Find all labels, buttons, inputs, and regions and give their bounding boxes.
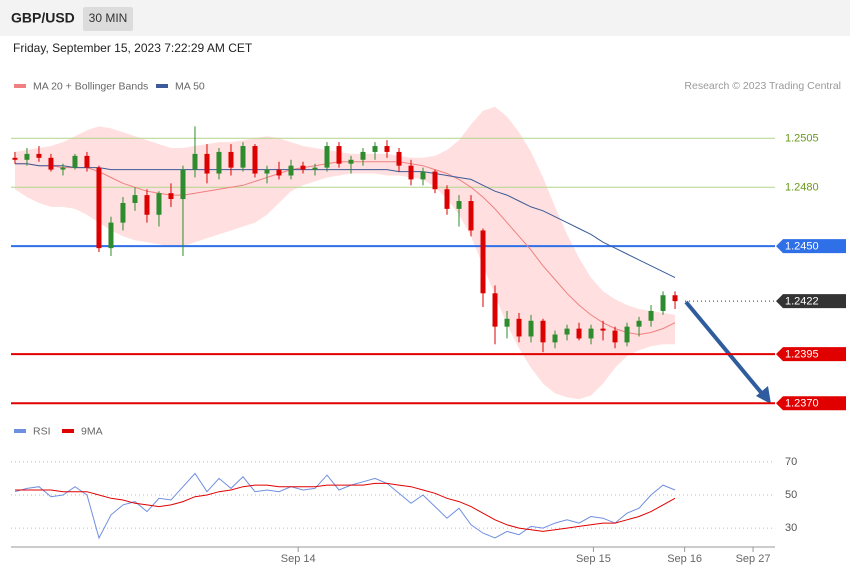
level-label: 1.2395 xyxy=(785,349,819,361)
candle-body xyxy=(24,153,30,160)
timeframe-box xyxy=(83,7,133,31)
candle-body xyxy=(84,155,90,168)
level-label: 1.2450 xyxy=(785,241,819,253)
candle-body xyxy=(144,195,150,215)
timeframe: 30 MIN xyxy=(89,11,128,25)
level-label-box xyxy=(776,347,846,362)
candle-body xyxy=(324,146,330,168)
legend-swatch xyxy=(62,429,74,433)
candle-body xyxy=(492,293,498,327)
candle-body xyxy=(180,169,186,200)
legend-swatch xyxy=(14,84,26,88)
legend-label: MA 50 xyxy=(175,80,205,92)
candle-body xyxy=(312,167,318,170)
bollinger-band xyxy=(15,106,675,400)
candle-body xyxy=(672,295,678,302)
candle-body xyxy=(348,159,354,164)
candle-body xyxy=(552,334,558,343)
x-tick-label: Sep 15 xyxy=(576,553,611,565)
candle-body xyxy=(396,151,402,166)
candle-body xyxy=(540,320,546,343)
candle-body xyxy=(444,189,450,209)
candle-body xyxy=(216,151,222,174)
level-label-box xyxy=(776,239,846,254)
candle-body xyxy=(612,330,618,343)
candle-body xyxy=(132,195,138,203)
legend-swatch xyxy=(14,429,26,433)
candle-body xyxy=(576,328,582,339)
level-label-box xyxy=(776,294,846,309)
y-tick-label: 30 xyxy=(785,522,797,534)
candle-body xyxy=(252,146,258,174)
candle-body xyxy=(648,310,654,321)
candle-body xyxy=(168,193,174,200)
candle-body xyxy=(528,320,534,337)
candle-body xyxy=(588,328,594,339)
candle-body xyxy=(564,328,570,335)
legend-swatch xyxy=(156,84,168,88)
candle-body xyxy=(36,153,42,158)
indicator-line xyxy=(14,472,676,540)
candle-body xyxy=(504,318,510,327)
forecast-arrow xyxy=(684,300,766,398)
y-tick-label: 70 xyxy=(785,456,797,468)
symbol: GBP/USD xyxy=(11,10,75,26)
candle-body xyxy=(204,153,210,174)
ma50-line xyxy=(15,163,676,279)
y-tick-label: 50 xyxy=(785,489,797,501)
level-label: 1.2422 xyxy=(785,296,819,308)
candle-body xyxy=(72,155,78,168)
candle-body xyxy=(480,230,486,294)
candle-body xyxy=(372,146,378,152)
level-label: 1.2505 xyxy=(785,133,819,145)
x-tick-label: Sep 27 xyxy=(736,553,771,565)
candle-body xyxy=(120,202,126,223)
ma20-line xyxy=(15,161,676,336)
candle-body xyxy=(516,318,522,337)
credit: Research © 2023 Trading Central xyxy=(684,80,841,92)
candle-body xyxy=(468,201,474,231)
level-label: 1.2480 xyxy=(785,182,819,194)
candle-body xyxy=(624,326,630,343)
candle-body xyxy=(288,165,294,176)
candle-body xyxy=(300,165,306,170)
x-tick-label: Sep 16 xyxy=(667,553,702,565)
legend-label: 9MA xyxy=(81,425,103,437)
candle-body xyxy=(336,146,342,164)
level-label-box xyxy=(776,396,846,411)
candle-body xyxy=(408,165,414,180)
candle-body xyxy=(420,171,426,180)
candle-body xyxy=(636,320,642,327)
candle-body xyxy=(264,169,270,174)
candle-body xyxy=(96,167,102,249)
candle-body xyxy=(384,146,390,152)
indicator-line xyxy=(15,482,676,532)
header-bar xyxy=(0,0,850,36)
level-label: 1.2370 xyxy=(785,398,819,410)
candle-body xyxy=(432,171,438,190)
candle-body xyxy=(456,201,462,209)
x-tick-label: Sep 14 xyxy=(281,553,316,565)
forecast-arrowhead xyxy=(756,386,771,404)
candle-body xyxy=(192,153,198,170)
legend-label: RSI xyxy=(33,425,51,437)
candle-body xyxy=(156,193,162,215)
candle-body xyxy=(108,222,114,249)
candle-body xyxy=(360,151,366,160)
candle-body xyxy=(48,157,54,170)
legend-label: MA 20 + Bollinger Bands xyxy=(33,80,148,92)
candle-body xyxy=(660,295,666,311)
candle-body xyxy=(12,157,18,160)
candle-body xyxy=(600,328,606,331)
candle-body xyxy=(60,167,66,170)
candle-body xyxy=(228,151,234,168)
candle-body xyxy=(276,169,282,176)
candle-body xyxy=(240,146,246,168)
timestamp: Friday, September 15, 2023 7:22:29 AM CE… xyxy=(13,41,253,55)
